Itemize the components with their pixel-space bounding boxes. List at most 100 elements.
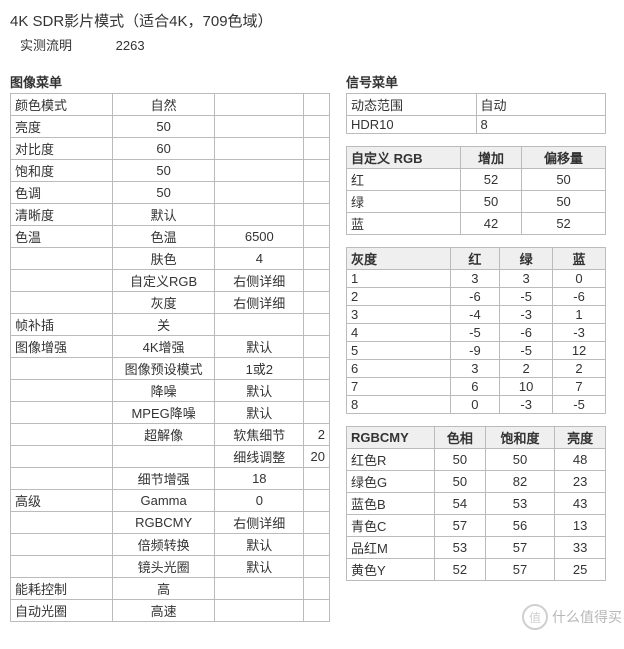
table-cell [304,336,330,358]
table-cell: 对比度 [11,138,113,160]
table-cell: 帧补插 [11,314,113,336]
table-cell [215,600,304,622]
table-cell: 默认 [215,534,304,556]
table-cell [11,468,113,490]
table-cell: 33 [555,537,606,559]
table-cell: -3 [553,324,606,342]
table-header: 亮度 [555,427,606,449]
table-cell [11,512,113,534]
table-cell: 23 [555,471,606,493]
table-cell [304,556,330,578]
table-cell [304,116,330,138]
table-cell: 高级 [11,490,113,512]
table-cell: 红 [347,169,461,191]
table-cell: 右侧详细 [215,270,304,292]
table-cell: 软焦细节 [215,424,304,446]
table-cell: 默认 [113,204,215,226]
table-cell: 53 [485,493,555,515]
table-cell [11,248,113,270]
table-cell: 右侧详细 [215,292,304,314]
table-cell: 50 [113,182,215,204]
table-cell [304,534,330,556]
table-header: 绿 [500,248,553,270]
table-cell: 2 [553,360,606,378]
table-cell [215,116,304,138]
table-cell [304,512,330,534]
table-cell: 2 [347,288,451,306]
table-cell: 亮度 [11,116,113,138]
table-header: 红 [450,248,500,270]
table-cell [304,358,330,380]
table-cell [304,402,330,424]
table-cell: 0 [553,270,606,288]
table-cell: 品红M [347,537,435,559]
table-cell: 43 [555,493,606,515]
table-cell: 54 [435,493,486,515]
table-cell: 自然 [113,94,215,116]
table-cell: 色温 [11,226,113,248]
table-cell: 自动光圈 [11,600,113,622]
table-header: 色相 [435,427,486,449]
table-cell: 绿 [347,191,461,213]
table-cell [304,600,330,622]
table-cell: 超解像 [113,424,215,446]
table-cell: -5 [450,324,500,342]
table-cell: MPEG降噪 [113,402,215,424]
table-cell [215,94,304,116]
table-cell: 57 [435,515,486,537]
table-cell: 6 [450,378,500,396]
table-cell: 12 [553,342,606,360]
page-title: 4K SDR影片模式（适合4K，709色域） [10,10,614,31]
table-cell: 蓝色B [347,493,435,515]
table-cell: 8 [476,116,606,134]
table-cell [304,490,330,512]
table-cell: 50 [485,449,555,471]
table-cell [304,248,330,270]
table-cell [11,380,113,402]
table-cell [304,314,330,336]
table-cell [11,292,113,314]
table-cell: -9 [450,342,500,360]
table-cell: 高 [113,578,215,600]
table-cell [304,160,330,182]
table-cell [304,578,330,600]
table-cell [11,424,113,446]
table-cell: 肤色 [113,248,215,270]
table-cell: 0 [450,396,500,414]
watermark-text: 什么值得买 [552,607,622,627]
table-cell [11,556,113,578]
table-cell: 自定义RGB [113,270,215,292]
table-cell: 0 [215,490,304,512]
table-cell: 3 [347,306,451,324]
table-cell [11,270,113,292]
table-cell [11,534,113,556]
table-cell: 色温 [113,226,215,248]
table-cell: 颜色模式 [11,94,113,116]
table-cell: 20 [304,446,330,468]
table-cell: 2 [500,360,553,378]
table-cell: 52 [460,169,521,191]
table-cell: 52 [435,559,486,581]
table-cell: 图像增强 [11,336,113,358]
rgbcmy-table: RGBCMY色相饱和度亮度红色R505048绿色G508223蓝色B545343… [346,426,606,581]
table-cell: 降噪 [113,380,215,402]
table-cell: 默认 [215,336,304,358]
table-cell: 能耗控制 [11,578,113,600]
table-cell: 52 [522,213,606,235]
table-cell: 细节增强 [113,468,215,490]
table-cell: 黄色Y [347,559,435,581]
table-header: 蓝 [553,248,606,270]
table-cell: 3 [450,360,500,378]
table-cell: 50 [522,191,606,213]
table-cell: 56 [485,515,555,537]
table-cell: 细线调整 [215,446,304,468]
table-cell: 清晰度 [11,204,113,226]
table-cell: -5 [500,342,553,360]
table-cell [215,578,304,600]
signal-menu-title: 信号菜单 [346,72,606,91]
table-cell [304,380,330,402]
table-cell: 10 [500,378,553,396]
table-cell: 右侧详细 [215,512,304,534]
table-cell [304,138,330,160]
table-cell: HDR10 [347,116,477,134]
